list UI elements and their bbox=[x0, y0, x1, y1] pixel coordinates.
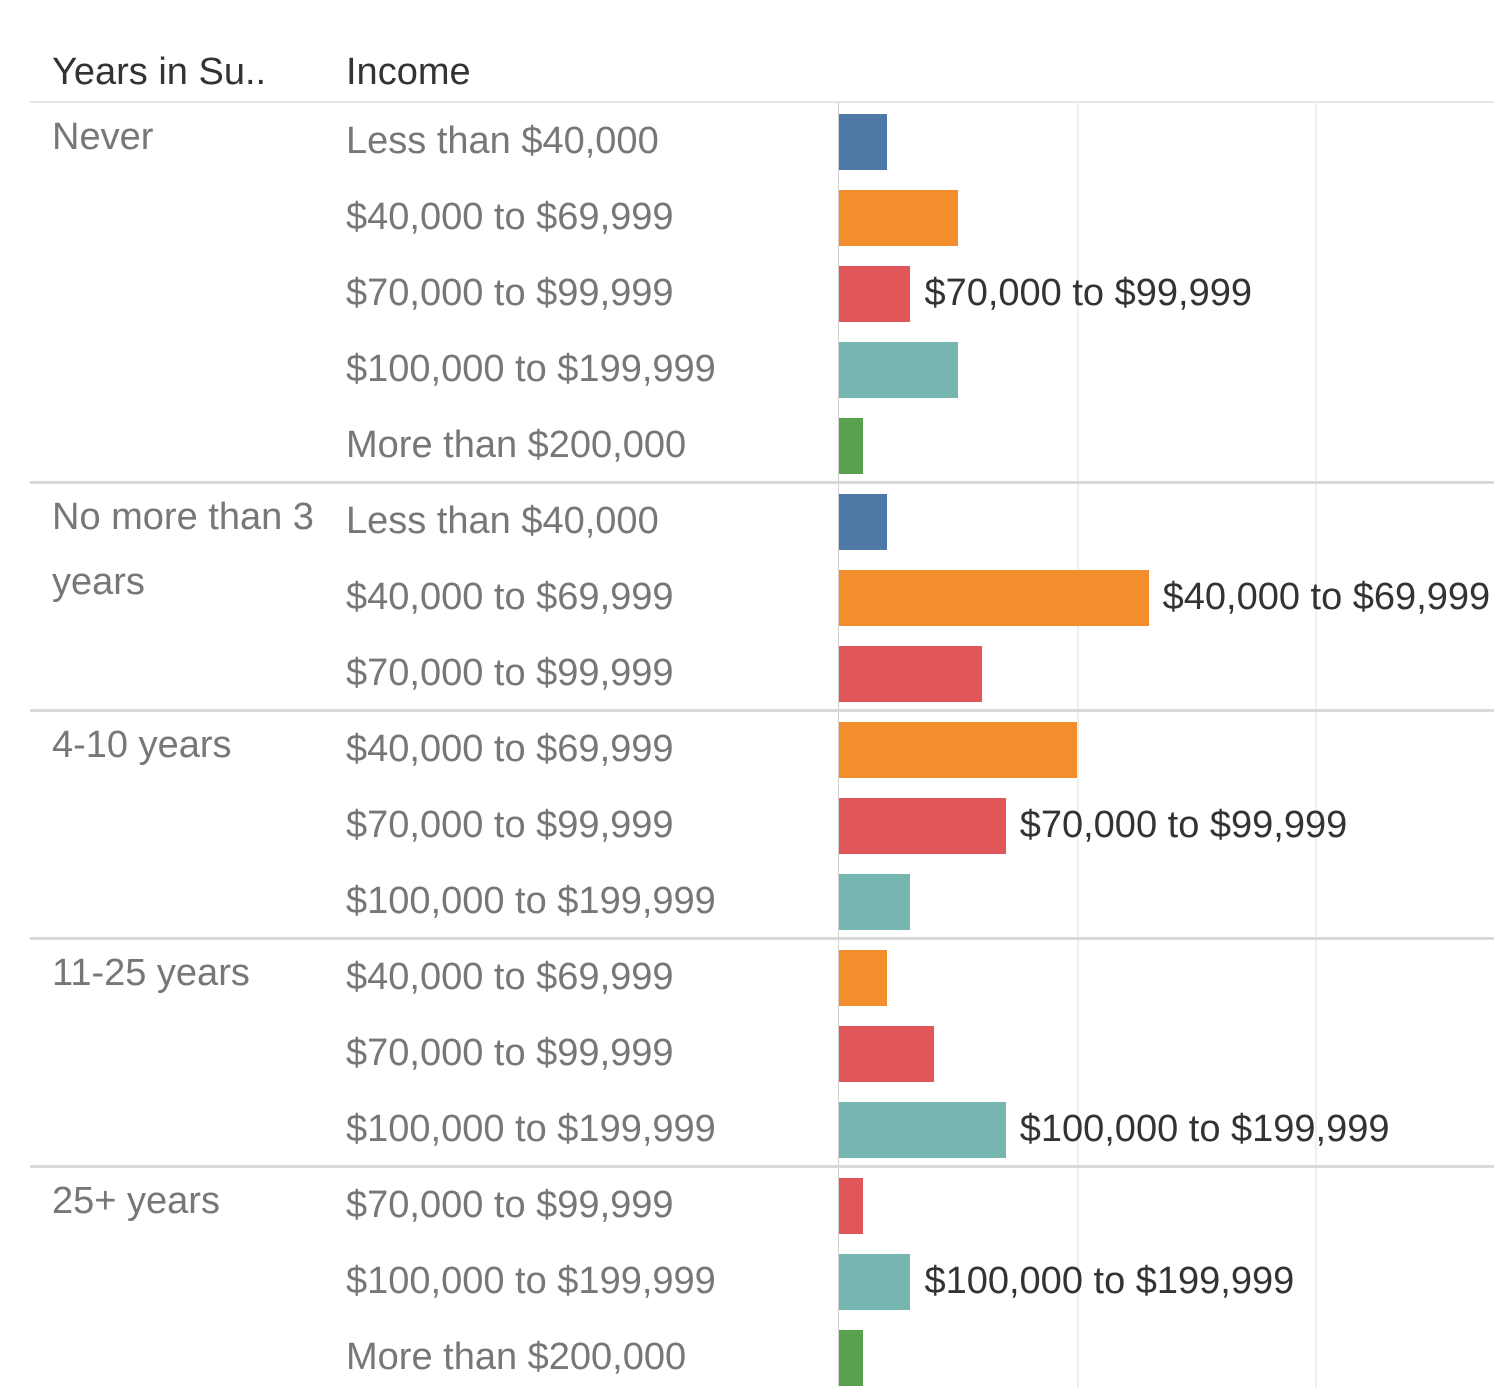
row-label: $70,000 to $99,999 bbox=[346, 1032, 674, 1074]
bar bbox=[839, 494, 887, 550]
group-separator bbox=[30, 937, 1494, 940]
group-label: 4-10 years bbox=[52, 724, 232, 766]
row-label: $70,000 to $99,999 bbox=[346, 804, 674, 846]
bar bbox=[839, 722, 1078, 778]
header-rule bbox=[30, 101, 1494, 103]
row-label: Less than $40,000 bbox=[346, 500, 659, 542]
grid-line bbox=[1315, 103, 1318, 1388]
bar bbox=[839, 1330, 863, 1386]
grid-line bbox=[1077, 103, 1080, 1388]
bar bbox=[839, 570, 1149, 626]
row-label: $70,000 to $99,999 bbox=[346, 1184, 674, 1226]
bar bbox=[839, 114, 887, 170]
row-label: $40,000 to $69,999 bbox=[346, 728, 674, 770]
value-label: $100,000 to $199,999 bbox=[924, 1260, 1295, 1302]
bar bbox=[839, 1178, 863, 1234]
bar bbox=[839, 418, 863, 474]
row-label: $100,000 to $199,999 bbox=[346, 1260, 716, 1302]
value-label: $40,000 to $69,999 bbox=[1162, 576, 1491, 618]
column-header: Income bbox=[346, 51, 471, 93]
bar bbox=[839, 1254, 911, 1310]
group-separator bbox=[30, 709, 1494, 712]
row-label: $70,000 to $99,999 bbox=[346, 272, 674, 314]
axis-line bbox=[838, 102, 839, 1387]
row-label: $40,000 to $69,999 bbox=[346, 576, 674, 618]
row-label: $100,000 to $199,999 bbox=[346, 348, 716, 390]
bar bbox=[839, 190, 959, 246]
row-label: $100,000 to $199,999 bbox=[346, 1108, 716, 1150]
row-label: $70,000 to $99,999 bbox=[346, 652, 674, 694]
bar bbox=[839, 874, 911, 930]
group-separator bbox=[30, 1165, 1494, 1168]
row-label: More than $200,000 bbox=[346, 1336, 687, 1378]
bar bbox=[839, 1102, 1006, 1158]
value-label: $70,000 to $99,999 bbox=[924, 272, 1252, 314]
group-label: No more than 3 years bbox=[52, 496, 314, 603]
bar bbox=[839, 266, 911, 322]
group-label: Never bbox=[52, 116, 154, 158]
group-label: 25+ years bbox=[52, 1180, 220, 1222]
value-label: $100,000 to $199,999 bbox=[1019, 1108, 1390, 1150]
bar bbox=[839, 798, 1006, 854]
bar bbox=[839, 950, 887, 1006]
row-label: $100,000 to $199,999 bbox=[346, 880, 716, 922]
bar bbox=[839, 1026, 935, 1082]
row-label: Less than $40,000 bbox=[346, 120, 659, 162]
row-label: $40,000 to $69,999 bbox=[346, 196, 674, 238]
row-label: More than $200,000 bbox=[346, 424, 687, 466]
bar bbox=[839, 646, 982, 702]
group-separator bbox=[30, 481, 1494, 484]
row-label: $40,000 to $69,999 bbox=[346, 956, 674, 998]
bar bbox=[839, 342, 959, 398]
group-label: 11-25 years bbox=[52, 952, 250, 994]
column-header: Years in Su.. bbox=[52, 51, 267, 93]
value-label: $70,000 to $99,999 bbox=[1019, 804, 1348, 846]
